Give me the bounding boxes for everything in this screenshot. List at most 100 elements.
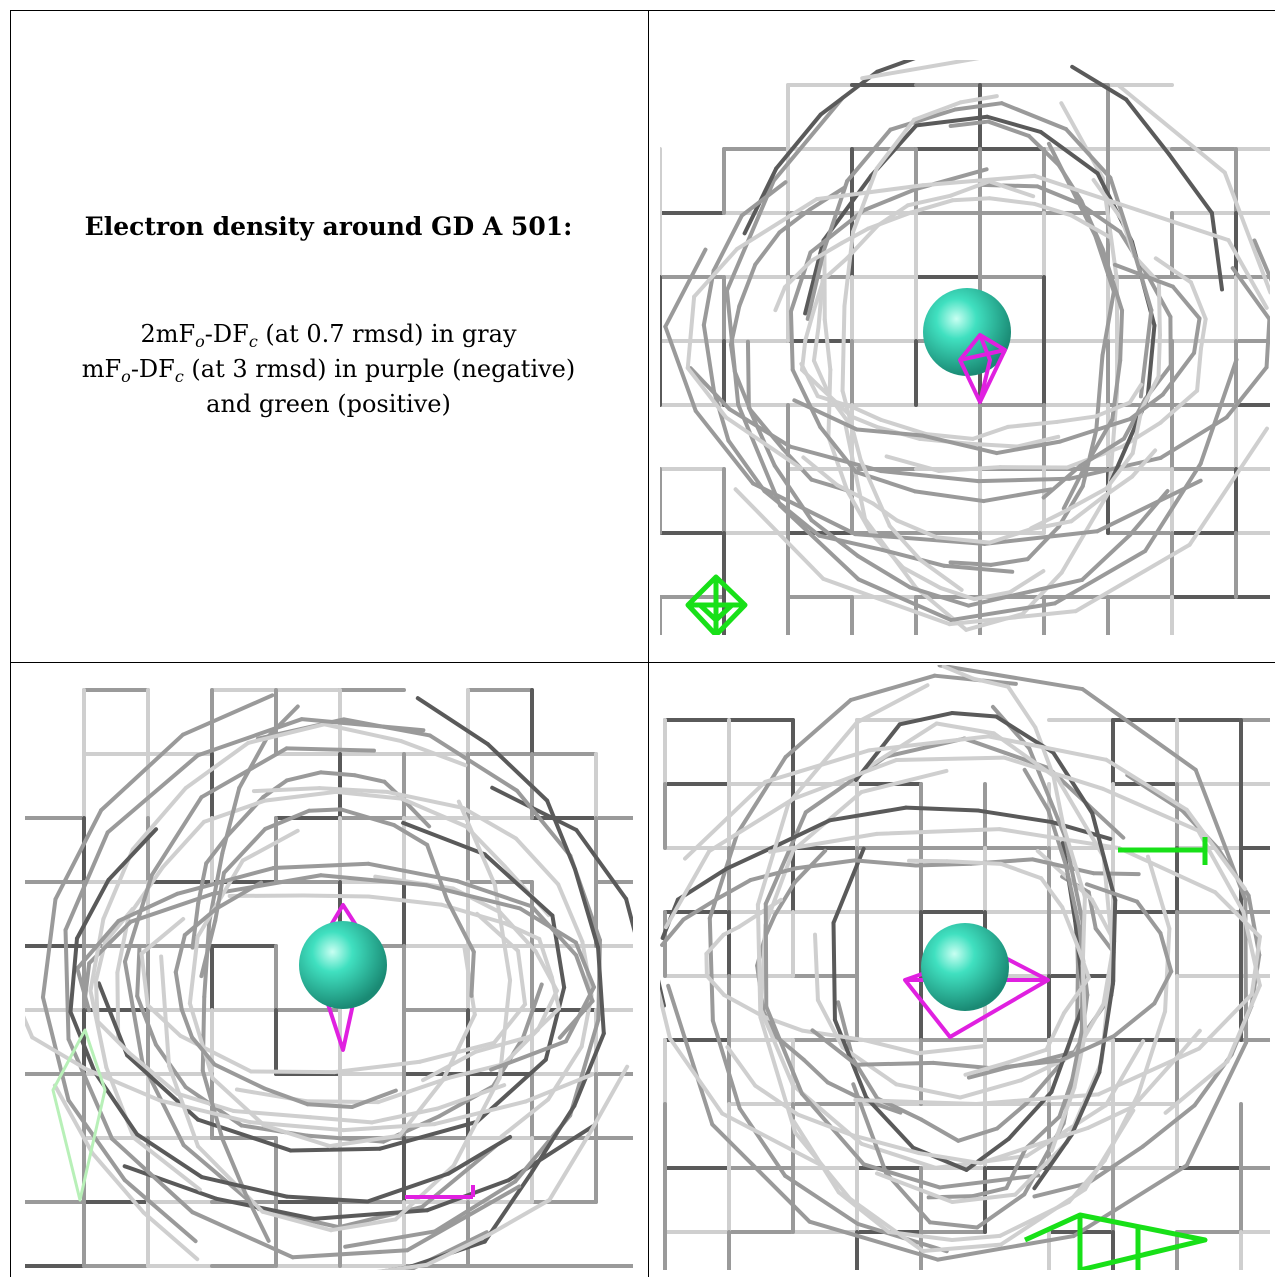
mesh-segment [68,936,79,1014]
mesh-segment [901,565,943,590]
mesh-segment [1118,308,1125,363]
mesh-segment [1167,152,1214,215]
mesh-segment [660,989,672,1041]
mesh-segment [311,1208,430,1221]
mesh-segment [556,882,585,944]
mesh-segment [763,901,769,1009]
mesh-segment [231,1108,313,1120]
mesh-segment [867,734,991,753]
mesh-segment [748,866,799,883]
mesh-segment [399,739,468,768]
mesh-segment [916,1151,983,1166]
mesh-segment [199,1175,289,1199]
mesh-segment [318,873,429,888]
mesh-segment [721,924,742,937]
mesh-segment [736,402,783,508]
mesh-segment [1163,926,1172,1014]
mesh-segment [950,196,992,203]
mesh-segment [376,1075,452,1105]
mesh-segment [574,828,629,901]
mesh-segment [701,323,716,394]
mesh-segment [1090,811,1118,903]
mesh-segment [195,1117,293,1153]
mesh-segment [958,1078,1024,1100]
mesh-segment [1071,1163,1189,1239]
density-svg-2 [25,688,633,1270]
mesh-segment [173,970,184,1012]
mesh-segment [1006,419,1059,429]
mesh-segment [707,916,715,1023]
mesh-segment [707,796,796,854]
border-center [648,10,649,1277]
mesh-segment [75,918,121,971]
mesh-segment [811,273,827,314]
mesh-segment [854,1060,936,1067]
mesh-segment [845,127,893,184]
mesh-segment [190,1035,217,1067]
mesh-segment [529,904,579,958]
mesh-segment [1080,533,1132,582]
mesh-segment [914,114,990,128]
mesh-segment [557,999,595,1040]
mesh-segment [1061,823,1087,900]
mesh-segment [66,1098,127,1183]
mesh-segment [1029,510,1066,531]
mesh-segment [912,100,963,122]
mesh-segment [1061,975,1091,1016]
mesh-segment [528,1103,577,1177]
mesh-segment [1128,392,1165,421]
mesh-segment [774,112,823,171]
mesh-segment [74,878,111,941]
mesh-segment [858,457,892,528]
mesh-segment [1100,786,1201,833]
mesh-segment [1224,365,1269,420]
mesh-segment [130,785,188,852]
mesh-segment [462,945,477,1017]
mesh-segment [366,861,460,884]
mesh-segment [424,1233,490,1267]
mesh-segment [596,945,606,1036]
mesh-segment [1004,1147,1028,1191]
mesh-segment [920,1242,1003,1253]
mesh-segment [913,489,986,504]
mesh-segment [1163,1059,1230,1115]
mesh-segment [1140,1103,1197,1149]
mesh-segment [1006,684,1038,730]
mesh-segment [1184,1040,1249,1168]
mesh-segment [852,858,918,868]
mesh-segment [998,1187,1088,1247]
mesh-segment [1028,519,1074,532]
mesh-segment [1024,1057,1067,1106]
mesh-segment [985,114,1043,135]
border-top [10,10,1275,11]
negative-density-mesh [958,333,1007,404]
mesh-segment [498,910,538,954]
mesh-segment [139,917,186,956]
mesh-segment [1198,317,1208,351]
mesh-segment [905,193,953,208]
caption-line-3: and green (positive) [206,390,451,418]
mesh-segment [572,866,601,950]
mesh-segment [927,1220,980,1230]
mesh-segment [801,455,840,488]
mesh-segment [537,936,554,979]
mesh-segment [122,959,145,1065]
caption-text: mF [81,355,122,383]
mesh-segment [987,196,1037,206]
mesh-segment [1024,1103,1108,1159]
mesh-segment [792,398,860,432]
mesh-segment [663,849,712,930]
mesh-segment [777,207,812,235]
mesh-segment [1112,262,1175,289]
mesh-segment [755,801,791,907]
mesh-segment [773,285,787,313]
mesh-segment [187,1001,215,1081]
mesh-segment [807,1219,940,1262]
mesh-segment [1103,1039,1146,1108]
mesh-segment [826,434,850,494]
mesh-segment [979,182,1040,189]
mesh-segment [722,993,766,1019]
mesh-segment [849,414,880,429]
mesh-segment [950,711,999,719]
mesh-segment [737,262,758,309]
